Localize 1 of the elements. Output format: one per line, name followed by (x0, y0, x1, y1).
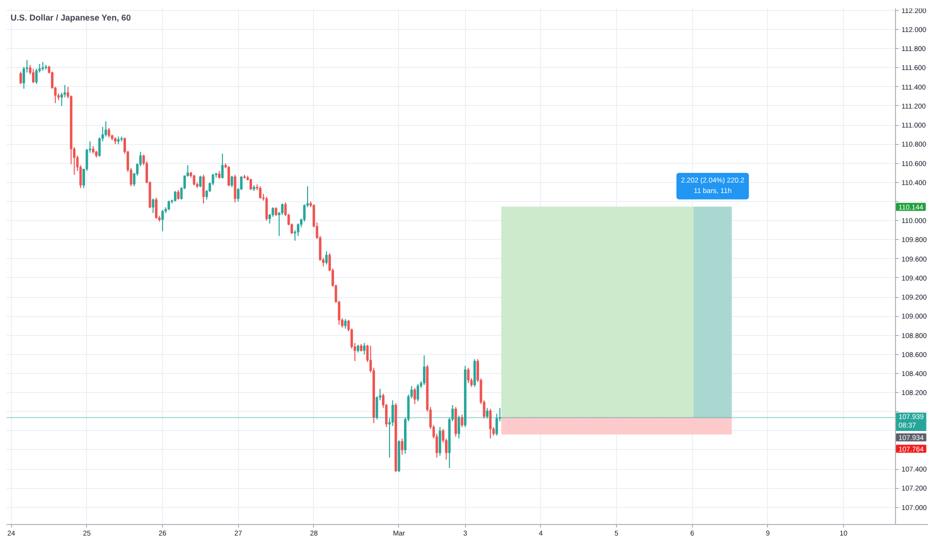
text: U.S. Dollar / Japanese Yen, 60 (10, 12, 132, 22)
